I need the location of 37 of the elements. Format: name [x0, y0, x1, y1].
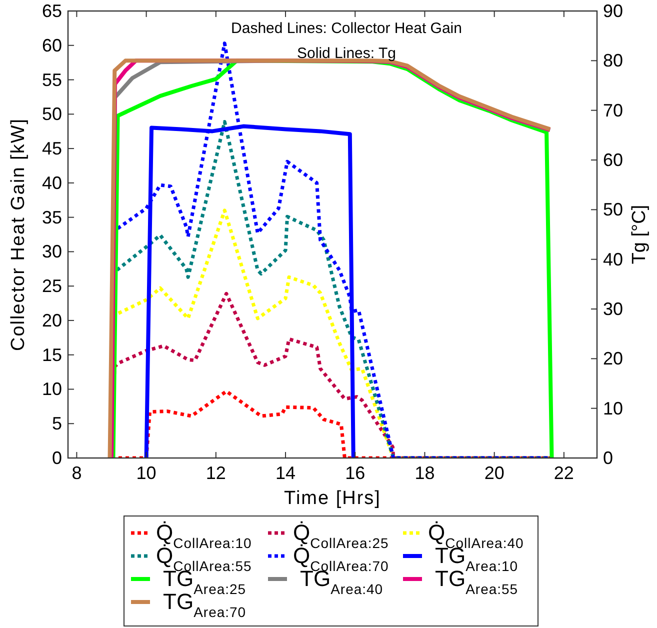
y2-tick-label: 70: [603, 100, 624, 120]
annotation: Solid Lines: Tg: [297, 45, 396, 62]
y-tick-label: 40: [42, 172, 62, 193]
x-tick-label: 14: [276, 463, 296, 483]
x-tick-label: 8: [72, 463, 82, 483]
x-tick-label: 18: [414, 463, 435, 483]
y2-tick-label: 60: [603, 150, 624, 170]
y2-tick-label: 30: [603, 299, 624, 319]
x-axis-title: Time [Hrs]: [284, 488, 381, 509]
y-tick-label: 65: [42, 1, 62, 21]
y-tick-label: 0: [52, 448, 62, 468]
y-tick-label: 5: [52, 414, 62, 434]
y-axis-title: Collector Heat Gain [kW]: [8, 118, 29, 352]
x-tick-label: 20: [484, 463, 504, 483]
y-tick-label: 50: [42, 104, 62, 124]
annotation: Dashed Lines: Collector Heat Gain: [231, 20, 462, 37]
y-tick-label: 25: [42, 276, 62, 296]
y-tick-label: 35: [42, 207, 62, 228]
y2-tick-label: 10: [603, 398, 624, 418]
y-tick-label: 10: [42, 379, 62, 400]
y-tick-label: 15: [42, 344, 62, 365]
y2-tick-label: 20: [603, 348, 624, 369]
x-tick-label: 12: [206, 463, 226, 483]
x-tick-label: 22: [554, 463, 574, 483]
y-tick-label: 20: [42, 310, 62, 330]
x-tick-label: 16: [345, 463, 366, 483]
y-tick-label: 60: [42, 35, 62, 56]
x-tick-label: 10: [136, 463, 156, 483]
y2-tick-label: 80: [603, 50, 624, 71]
y2-axis-title: Tg [°C]: [629, 204, 650, 264]
y2-tick-label: 40: [603, 249, 624, 270]
y-tick-label: 30: [42, 242, 62, 262]
y-tick-label: 55: [42, 70, 62, 90]
y2-tick-label: 0: [603, 448, 614, 468]
y-tick-label: 45: [42, 138, 62, 159]
y2-tick-label: 50: [603, 200, 624, 220]
y2-tick-label: 90: [603, 1, 624, 21]
